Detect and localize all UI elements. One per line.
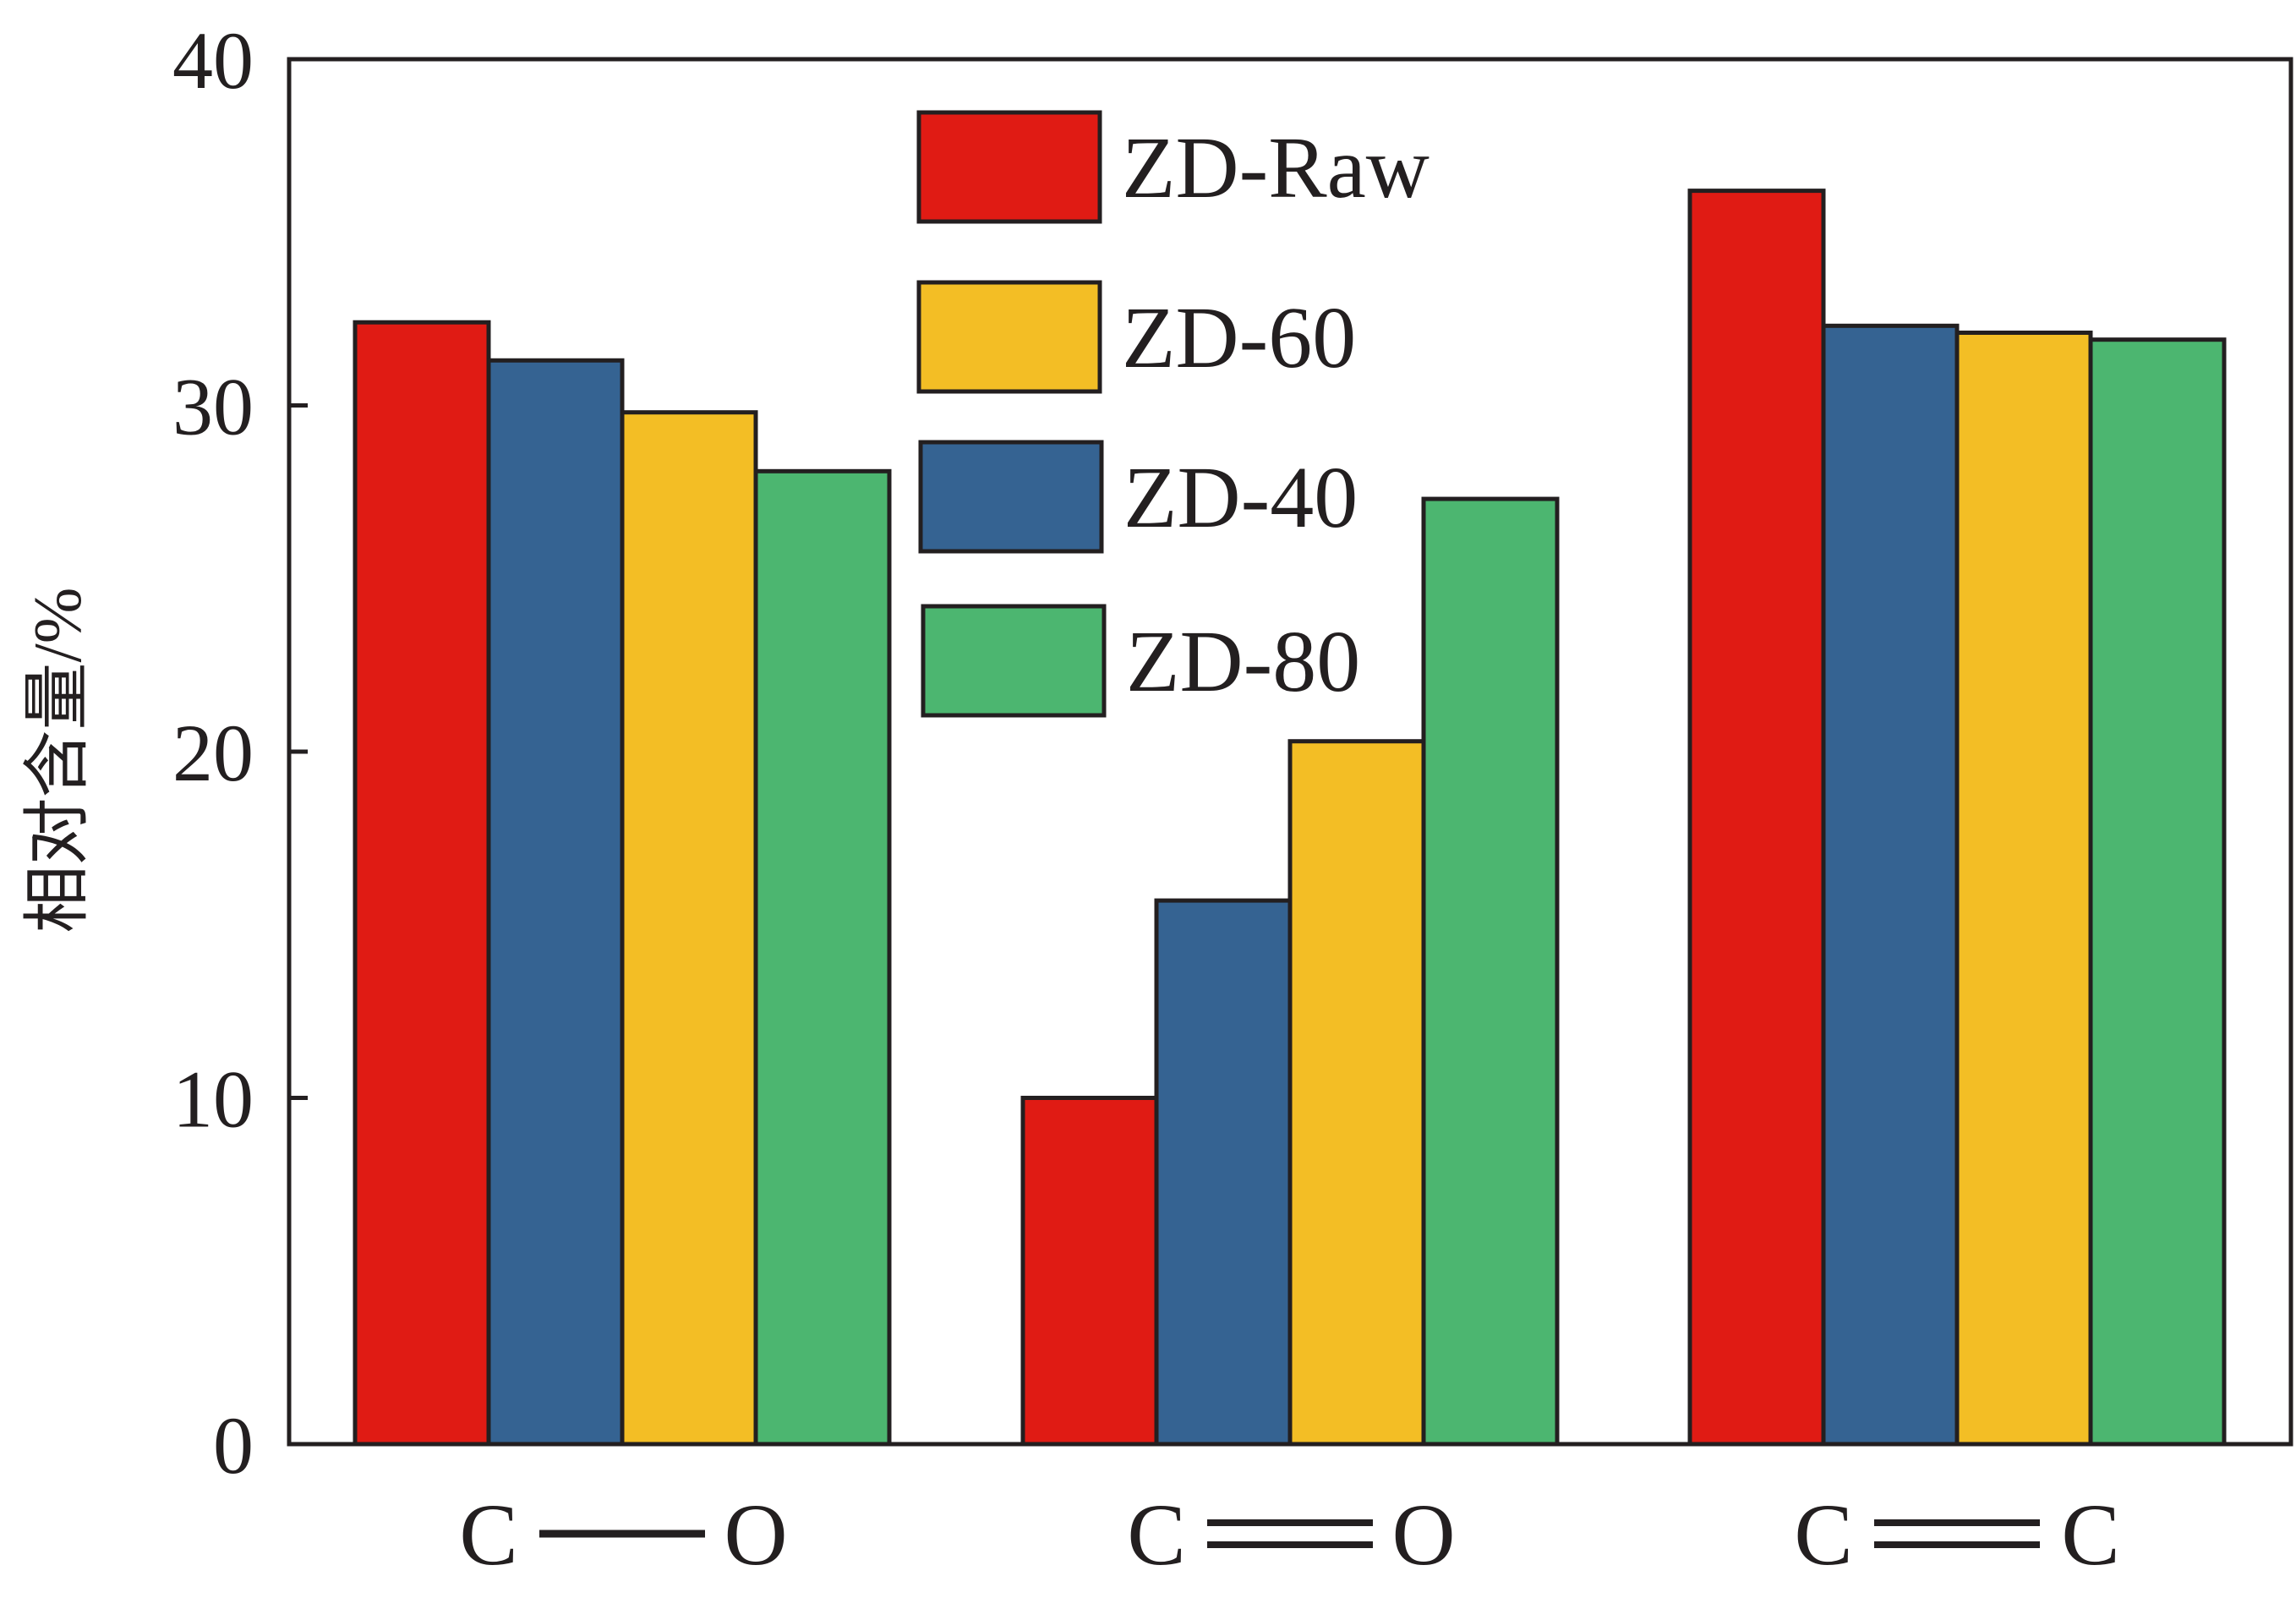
legend-label: ZD-Raw [1122, 119, 1430, 216]
bar-zd-80-2 [1421, 496, 1560, 1447]
plot-frame [287, 57, 2293, 1447]
y-tick-label: 10 [172, 1054, 254, 1145]
legend-swatch [921, 604, 1107, 718]
bar-zd-80-3 [2088, 337, 2227, 1447]
legend-item-zd-40: ZD-40 [918, 440, 1358, 554]
category-atom-right: C [2061, 1486, 2119, 1584]
bar-zd-60-2 [1287, 739, 1426, 1447]
legend-swatch [916, 110, 1102, 224]
bar-zd-raw-1 [353, 320, 491, 1447]
y-axis-title-group: 相对含量/% [21, 588, 96, 933]
legend-swatch [916, 280, 1102, 394]
bar-zd-60-1 [620, 410, 758, 1447]
legend-label: ZD-60 [1122, 289, 1356, 386]
category-atom-left: C [459, 1486, 517, 1584]
bar-zd-40-2 [1154, 898, 1293, 1447]
legend-item-zd-60: ZD-60 [916, 280, 1356, 394]
legend-item-zd-raw: ZD-Raw [916, 110, 1430, 224]
category-atom-right: O [1391, 1486, 1455, 1584]
legend-label: ZD-40 [1123, 449, 1358, 546]
legend-label: ZD-80 [1126, 613, 1360, 710]
y-tick-label: 30 [172, 362, 254, 452]
bar-zd-40-3 [1821, 323, 1960, 1447]
axes-frame [287, 57, 2293, 1447]
category-atom-left: C [1127, 1486, 1185, 1584]
category-atom-right: O [724, 1486, 787, 1584]
category-atom-left: C [1794, 1486, 1852, 1584]
bar-zd-raw-2 [1020, 1096, 1159, 1447]
bar-zd-raw-3 [1687, 189, 1826, 1447]
legend: ZD-Raw ZD-60 ZD-40 ZD-80 [916, 110, 1430, 718]
bars-layer [353, 189, 2227, 1447]
y-axis-title: 相对含量/% [21, 588, 96, 933]
bar-zd-40-1 [486, 358, 625, 1447]
y-tick-label: 40 [172, 15, 254, 106]
y-tick-label: 0 [213, 1400, 254, 1491]
legend-swatch [918, 440, 1104, 554]
bar-zd-80-1 [753, 468, 892, 1447]
y-tick-label: 20 [172, 708, 254, 798]
bar-zd-60-3 [1954, 331, 2093, 1447]
legend-item-zd-80: ZD-80 [921, 604, 1360, 718]
y-axis-ticks: 0 10 20 30 40 [172, 15, 308, 1491]
